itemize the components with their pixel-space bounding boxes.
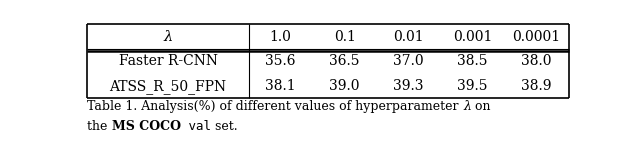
Text: 38.9: 38.9: [522, 79, 552, 93]
Text: λ: λ: [463, 100, 471, 113]
Text: 38.1: 38.1: [266, 79, 296, 93]
Text: 37.0: 37.0: [394, 54, 424, 68]
Text: set.: set.: [211, 120, 237, 133]
Text: 38.5: 38.5: [458, 54, 488, 68]
Text: 38.0: 38.0: [522, 54, 552, 68]
Text: 36.5: 36.5: [330, 54, 360, 68]
Text: 1.0: 1.0: [270, 30, 292, 44]
Text: val: val: [181, 120, 211, 133]
Text: 39.0: 39.0: [330, 79, 360, 93]
Text: Table 1. Analysis(%) of different values of hyperparameter: Table 1. Analysis(%) of different values…: [88, 100, 463, 113]
Text: 0.001: 0.001: [453, 30, 492, 44]
Text: 0.01: 0.01: [394, 30, 424, 44]
Text: the: the: [88, 120, 112, 133]
Text: Faster R-CNN: Faster R-CNN: [118, 54, 218, 68]
Text: on: on: [471, 100, 490, 113]
Text: MS COCO: MS COCO: [112, 120, 181, 133]
Text: 0.0001: 0.0001: [513, 30, 561, 44]
Text: 0.1: 0.1: [333, 30, 356, 44]
Text: λ: λ: [163, 30, 173, 44]
Text: 39.3: 39.3: [394, 79, 424, 93]
Text: 39.5: 39.5: [458, 79, 488, 93]
Text: 35.6: 35.6: [266, 54, 296, 68]
Text: ATSS_R_50_FPN: ATSS_R_50_FPN: [109, 79, 227, 94]
